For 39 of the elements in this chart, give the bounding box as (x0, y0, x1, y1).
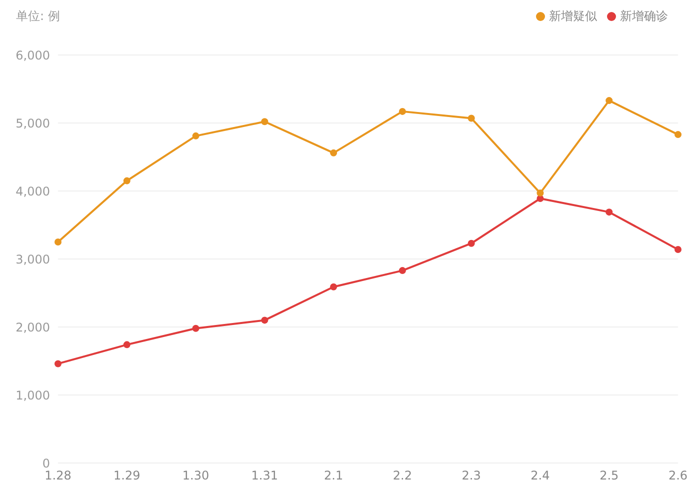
legend-label: 新增疑似 (549, 9, 597, 23)
x-tick-label: 2.2 (392, 468, 412, 483)
x-tick-label: 2.6 (668, 468, 688, 483)
x-tick-label: 1.28 (44, 468, 72, 483)
x-tick-label: 1.31 (251, 468, 278, 483)
point (674, 246, 682, 253)
y-tick-label: 5,000 (16, 116, 50, 130)
y-tick-label: 6,000 (16, 48, 50, 62)
y-axis-title: 单位: 例 (16, 8, 60, 25)
x-tick-label: 2.5 (600, 468, 619, 483)
y-tick-label: 1,000 (16, 388, 50, 402)
point (192, 132, 200, 140)
point (330, 149, 338, 156)
point (606, 97, 613, 104)
point (54, 360, 62, 368)
point (261, 118, 268, 126)
point (261, 316, 268, 324)
point (123, 177, 130, 184)
point (674, 131, 682, 138)
point (123, 341, 130, 348)
y-tick-label: 4,000 (16, 184, 50, 198)
x-tick-label: 1.29 (114, 468, 140, 483)
x-tick-label: 1.30 (182, 468, 210, 483)
y-tick-label: 3,000 (16, 252, 50, 266)
y-tick-label: 2,000 (16, 320, 50, 334)
point (330, 283, 338, 290)
x-tick-label: 2.3 (462, 468, 481, 483)
point (606, 208, 613, 216)
point (468, 240, 475, 247)
x-tick-label: 2.4 (530, 468, 550, 483)
point (54, 238, 62, 246)
point (398, 267, 406, 274)
legend-label: 新增确诊 (620, 9, 668, 23)
x-tick-label: 2.1 (324, 468, 344, 483)
point (536, 190, 544, 197)
y-tick-label: 0 (42, 456, 50, 470)
point (192, 324, 200, 332)
point (468, 114, 475, 122)
point (398, 108, 406, 115)
